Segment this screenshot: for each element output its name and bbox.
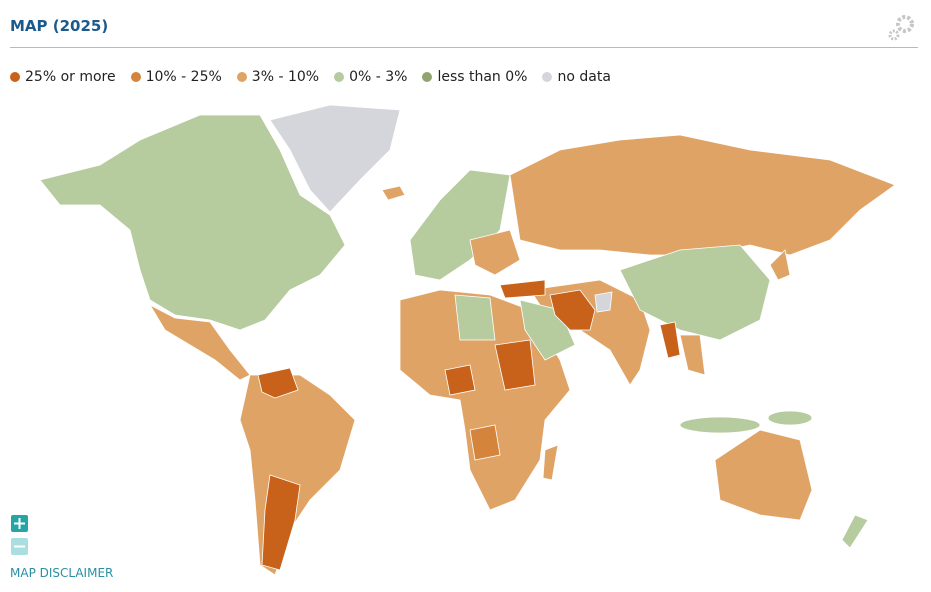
divider — [10, 47, 918, 48]
legend-swatch — [130, 72, 141, 82]
legend-label: 25% or more — [25, 69, 116, 85]
legend-item[interactable]: 25% or more — [10, 69, 116, 85]
legend-item[interactable]: 0% - 3% — [334, 69, 407, 85]
legend-label: less than 0% — [437, 69, 528, 85]
settings-icon[interactable] — [885, 10, 921, 46]
zoom-out-button[interactable] — [11, 538, 28, 555]
legend-swatch — [236, 72, 247, 82]
legend-swatch — [10, 72, 20, 82]
legend-item[interactable]: no data — [542, 69, 611, 85]
legend-item[interactable]: less than 0% — [422, 69, 527, 85]
legend-label: 3% - 10% — [251, 69, 320, 85]
legend: 25% or more 10% - 25% 3% - 10% 0% - 3% less … — [10, 69, 611, 85]
legend-item[interactable]: 3% - 10% — [236, 69, 320, 85]
world-map — [39, 104, 896, 576]
legend-label: 0% - 3% — [349, 69, 408, 85]
legend-label: no data — [557, 69, 611, 85]
legend-swatch — [542, 72, 553, 82]
legend-label: 10% - 25% — [145, 69, 222, 85]
legend-swatch — [422, 72, 433, 82]
title: MAP (2025) — [10, 17, 109, 35]
map-disclaimer-link[interactable]: MAP DISCLAIMER — [10, 566, 114, 580]
zoom-in-button[interactable] — [11, 515, 28, 532]
legend-swatch — [334, 72, 345, 82]
legend-item[interactable]: 10% - 25% — [130, 69, 222, 85]
